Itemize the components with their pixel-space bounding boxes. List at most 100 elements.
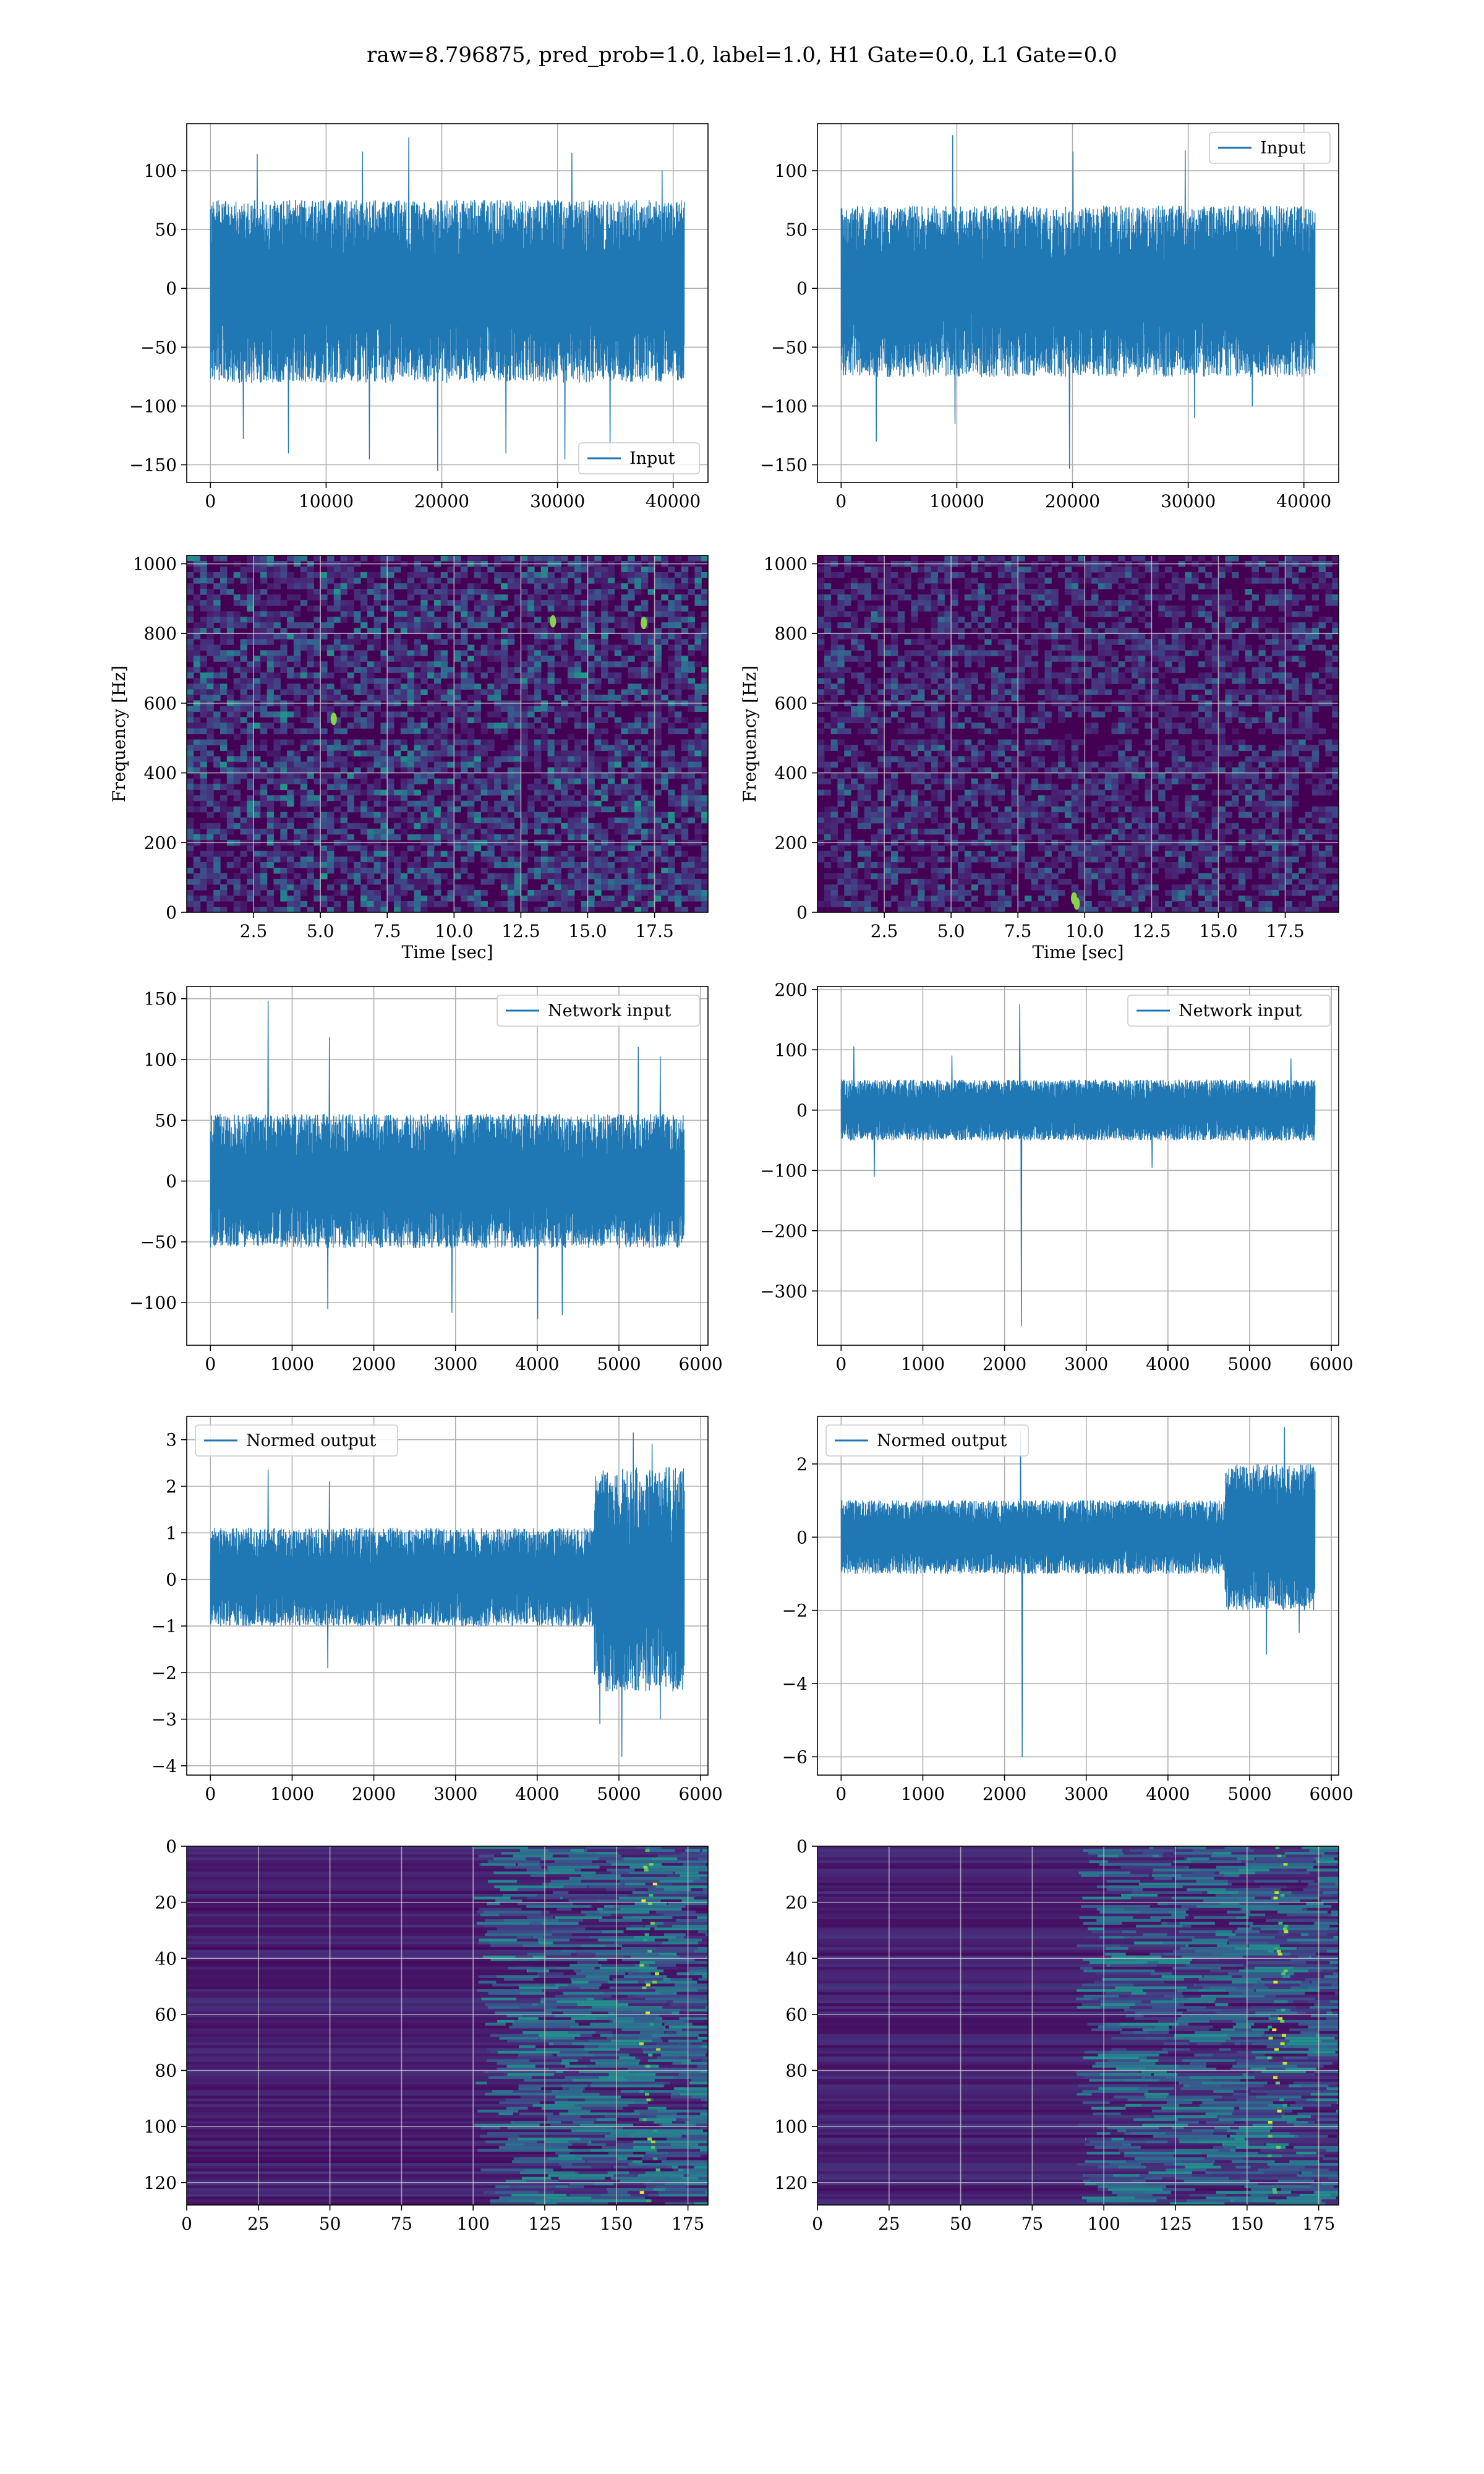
- spectrogram-cell: [273, 661, 281, 667]
- spectrogram-cell: [480, 867, 488, 874]
- plot-area: [187, 124, 708, 482]
- spectrogram-cell: [1004, 867, 1012, 874]
- spectrogram-cell: [824, 722, 832, 729]
- spectrogram-cell: [340, 711, 348, 717]
- spectrogram-cell: [467, 622, 475, 628]
- spectrogram-cell: [514, 594, 521, 601]
- spectrogram-cell: [890, 834, 898, 841]
- spectrogram-cell: [701, 650, 708, 656]
- spectrogram-cell: [971, 761, 978, 768]
- spectrogram-cell: [877, 834, 885, 841]
- spectrogram-cell: [1078, 862, 1085, 868]
- spectrogram-cell: [668, 896, 675, 902]
- spectrogram-cell: [918, 600, 925, 606]
- spectrogram-cell: [414, 889, 421, 896]
- spectrogram-cell: [594, 567, 602, 573]
- spectrogram-cell: [824, 678, 832, 684]
- spectrogram-cell: [287, 901, 294, 907]
- spectrogram-cell: [507, 800, 515, 807]
- spectrogram-cell: [958, 650, 965, 656]
- spectrogram-cell: [414, 644, 421, 651]
- spectrogram-cell: [340, 678, 348, 684]
- spectrogram-cell: [354, 611, 361, 617]
- spectrogram-cell: [340, 856, 348, 863]
- spectrogram-cell: [200, 806, 207, 813]
- spectrogram-cell: [514, 756, 521, 763]
- spectrogram-cell: [494, 572, 501, 578]
- spectrogram-cell: [924, 722, 932, 729]
- spectrogram-cell: [360, 862, 368, 868]
- spectrogram-cell: [354, 711, 361, 717]
- spectrogram-cell: [918, 889, 925, 896]
- spectrogram-cell: [701, 800, 708, 807]
- spectrogram-cell: [824, 884, 832, 891]
- spectrogram-cell: [1071, 745, 1079, 751]
- spectrogram-cell: [307, 594, 314, 601]
- spectrogram-cell: [1078, 800, 1085, 807]
- spectrogram-cell: [333, 606, 341, 612]
- spectrogram-cell: [187, 611, 194, 617]
- spectrogram-cell: [347, 661, 354, 667]
- spectrogram-cell: [561, 901, 568, 907]
- spectrogram-cell: [1025, 639, 1032, 645]
- spectrogram-cell: [394, 867, 401, 874]
- spectrogram-cell: [581, 672, 589, 678]
- spectrogram-cell: [1085, 572, 1092, 578]
- spectrogram-cell: [1044, 889, 1052, 896]
- spectrogram-cell: [581, 706, 589, 712]
- spectrogram-cell: [904, 823, 911, 829]
- spectrogram-cell: [254, 745, 261, 751]
- spectrogram-cell: [817, 761, 825, 768]
- spectrogram-cell: [1078, 622, 1085, 628]
- spectrogram-cell: [1031, 884, 1039, 891]
- spectrogram-cell: [877, 862, 885, 868]
- spectrogram-cell: [641, 873, 649, 880]
- spectrogram-cell: [501, 683, 508, 690]
- spectrogram-cell: [1031, 739, 1039, 746]
- spectrogram-cell: [467, 800, 475, 807]
- spectrogram-cell: [864, 811, 872, 818]
- spectrogram-cell: [394, 795, 401, 802]
- spectrogram-cell: [661, 811, 668, 818]
- spectrogram-cell: [1044, 739, 1052, 746]
- spectrogram-cell: [327, 761, 335, 768]
- spectrogram-cell: [931, 717, 939, 724]
- spectrogram-cell: [307, 823, 314, 829]
- spectrogram-cell: [1078, 555, 1085, 562]
- spectrogram-cell: [830, 555, 838, 562]
- spectrogram-cell: [280, 711, 288, 717]
- spectrogram-cell: [487, 856, 495, 863]
- spectrogram-cell: [634, 722, 642, 729]
- spectrogram-cell: [817, 578, 825, 584]
- spectrogram-cell: [864, 889, 872, 896]
- spectrogram-cell: [320, 600, 328, 606]
- spectrogram-cell: [628, 750, 635, 757]
- spectrogram-cell: [207, 717, 214, 724]
- spectrogram-cell: [1091, 867, 1099, 874]
- spectrogram-cell: [601, 644, 608, 651]
- spectrogram-cell: [307, 683, 314, 690]
- spectrogram-cell: [240, 689, 247, 695]
- spectrogram-cell: [534, 667, 542, 673]
- spectrogram-cell: [400, 728, 408, 735]
- spectrogram-cell: [944, 678, 952, 684]
- spectrogram-cell: [293, 650, 301, 656]
- spectrogram-cell: [467, 901, 475, 907]
- spectrogram-cell: [681, 862, 689, 868]
- spectrogram-cell: [594, 617, 602, 623]
- spectrogram-cell: [837, 722, 845, 729]
- spectrogram-cell: [951, 834, 958, 841]
- spectrogram-cell: [461, 896, 468, 902]
- spectrogram-cell: [1064, 617, 1072, 623]
- spectrogram-cell: [918, 639, 925, 645]
- spectrogram-cell: [857, 583, 865, 589]
- spectrogram-cell: [433, 734, 441, 740]
- spectrogram-cell: [480, 644, 488, 651]
- spectrogram-cell: [207, 811, 214, 818]
- spectrogram-cell: [647, 633, 655, 640]
- spectrogram-cell: [226, 633, 234, 640]
- spectrogram-cell: [327, 555, 335, 562]
- spectrogram-cell: [233, 650, 241, 656]
- spectrogram-cell: [857, 850, 865, 857]
- spectrogram-cell: [581, 722, 589, 729]
